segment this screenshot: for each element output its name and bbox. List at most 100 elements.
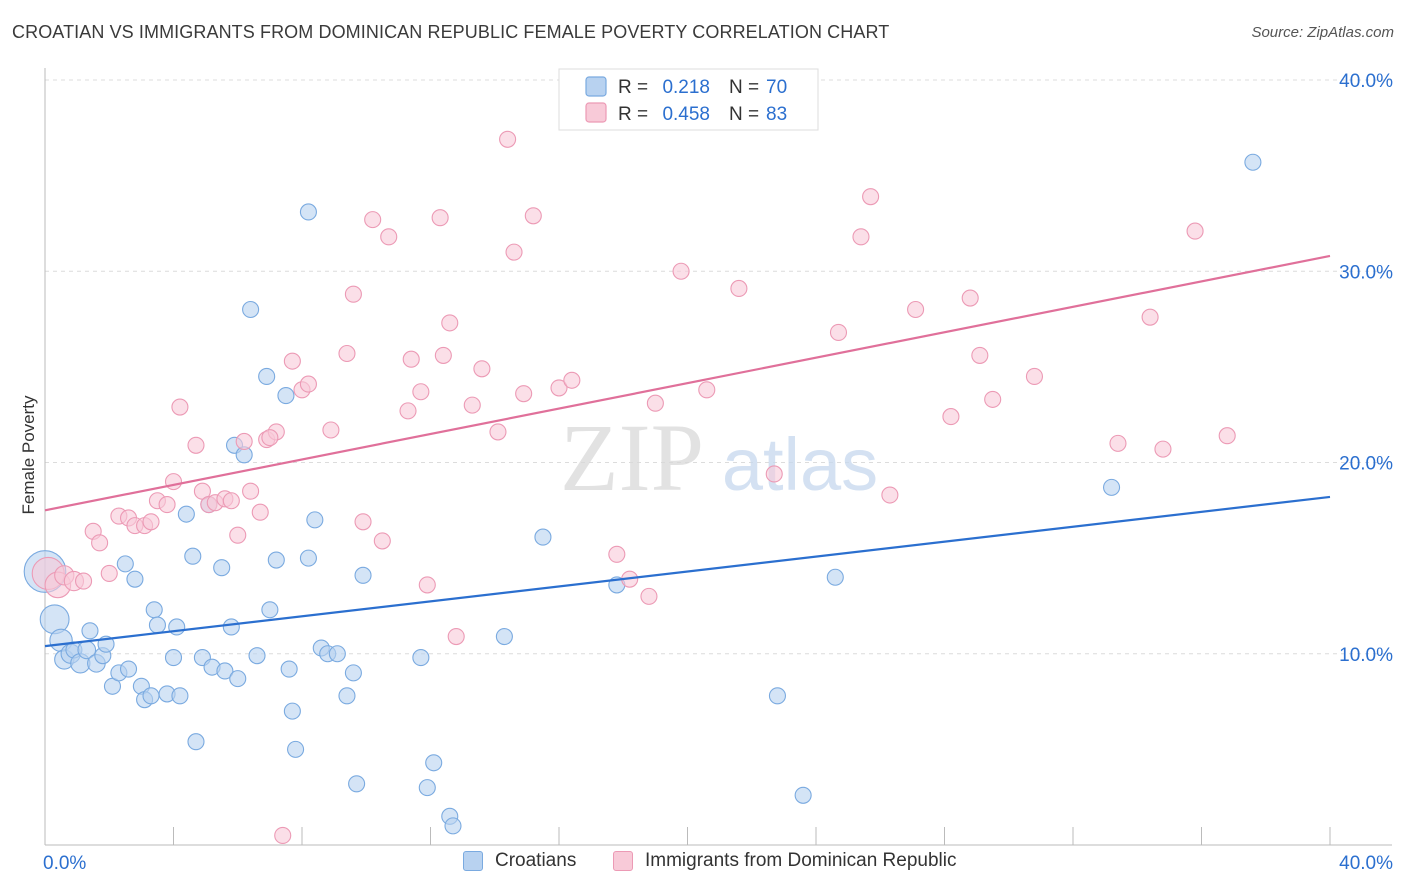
dominican-point [447,627,465,646]
dominican-point [473,360,491,378]
croatians-point [168,618,186,636]
dominican-point [1154,440,1172,458]
x-tick-label: 40.0% [1339,853,1393,874]
croatians-point [184,547,202,565]
croatians-point [164,649,183,667]
croatians-point [354,566,372,584]
legend-item-dominican[interactable]: Immigrants from Dominican Republic [613,850,957,872]
dominican-point [251,503,269,521]
croatians-point [229,670,247,688]
dominican-point [338,344,356,363]
dominican-point [1141,308,1159,326]
croatians-point [119,660,138,678]
dominican-point [524,207,542,225]
watermark-zip: ZIP [560,404,704,511]
dominican-point [222,492,240,510]
dominican-point [142,513,160,531]
legend-stats: R = 0.218 N = 70 R = 0.458 N = 83 [558,68,819,131]
dominican-point [354,513,372,531]
croatians-point [177,505,195,523]
grid [45,79,1392,655]
y-tick-label: 10.0% [1339,645,1393,666]
legend-series: Croatians Immigrants from Dominican Repu… [0,850,1406,880]
dominican-point [1186,222,1204,240]
dominican-point [75,572,93,590]
dominican-point [373,532,391,550]
croatians-point [148,616,166,634]
croatians-point [412,649,430,667]
croatians-point [116,555,134,573]
legend-swatch-croatians-bottom [463,851,483,871]
dominican-point [499,130,517,148]
legend-r-value-croatians: 0.218 [662,77,710,98]
dominican-point [261,429,279,447]
y-tick-label: 30.0% [1339,262,1393,283]
dominican-point [431,209,449,227]
dominican-point [942,408,960,426]
croatians-point [126,570,144,588]
chart-title: CROATIAN VS IMMIGRANTS FROM DOMINICAN RE… [12,22,890,42]
dominican-point [550,379,568,397]
dominican-point [515,385,533,403]
dominican-point [765,465,783,483]
dominican-point [829,323,848,342]
croatians-point [444,817,462,835]
dominican-point [907,300,925,319]
dominican-point [380,228,398,246]
legend-n-label-croatians: N = [729,77,759,98]
dominican-point [158,496,176,514]
dominican-point [1025,367,1043,385]
axes [44,68,1392,846]
dominican-point [489,423,507,441]
croatians-point [534,528,552,546]
croatians-point [418,779,436,797]
croatians-point [826,568,844,586]
croatians-point [495,627,513,646]
croatians-point [213,559,231,577]
dominican-point [274,826,292,844]
dominican-point [984,390,1002,408]
dominican-point [171,398,189,416]
legend-r-value-dominican: 0.458 [662,104,710,125]
dominican-point [563,371,581,389]
dominican-point [730,279,748,298]
source-label: Source: ZipAtlas.com [1251,24,1394,41]
croatians-point [267,551,285,569]
dominican-point [640,587,658,605]
dominican-point [961,289,979,307]
legend-label-croatians: Croatians [495,850,577,871]
croatians-point [299,549,317,567]
dominican-point [698,381,716,399]
dominican-point [441,314,459,332]
croatians-point [306,511,324,529]
croatians-point [261,601,279,619]
dominican-point [299,375,317,393]
croatians-point [299,203,317,221]
dominican-point [402,350,420,368]
croatians-point [794,786,812,804]
y-axis-label: Female Poverty [19,395,38,515]
dominican-point [971,346,989,364]
dominican-point [418,576,436,594]
croatians-point [242,300,260,319]
croatians-point [187,733,205,751]
dominican-point [505,243,523,261]
dominican-point [862,188,880,206]
y-tick-label: 40.0% [1339,71,1393,92]
dominican-point [91,534,109,552]
croatians-point [142,687,160,705]
legend-swatch-dominican-bottom [613,851,633,871]
dominican-point [344,285,362,303]
dominican-point [229,526,247,544]
watermark: ZIP atlas [560,404,878,511]
dominican-point [399,402,417,420]
trend-lines [44,254,1331,648]
legend-item-croatians[interactable]: Croatians [463,850,576,872]
croatians-point [248,647,266,665]
legend-swatch-croatians [585,76,607,97]
dominican-point [852,228,870,246]
croatians-point [277,387,295,405]
dominican-point [322,421,340,439]
x-tick-label: 0.0% [43,853,86,874]
